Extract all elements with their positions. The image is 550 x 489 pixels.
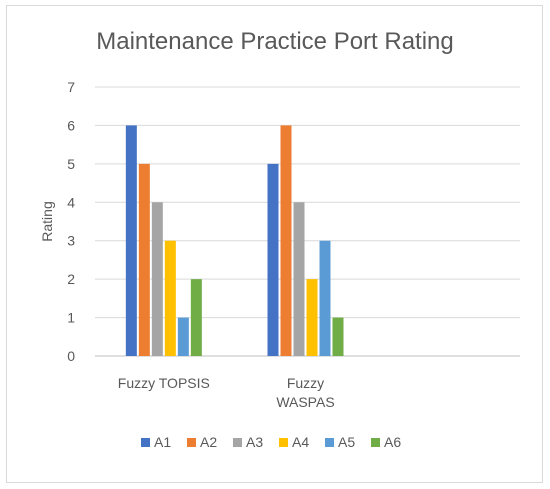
y-axis-label: Rating (39, 201, 55, 241)
bar-a2 (280, 125, 292, 356)
y-tick-label: 6 (67, 117, 75, 133)
bar-a5 (177, 317, 189, 356)
bar-a1 (267, 163, 279, 356)
bar-a3 (293, 202, 305, 356)
legend-swatch-a1 (141, 438, 150, 447)
bar-a5 (319, 240, 331, 356)
bar-a4 (164, 240, 176, 356)
legend-swatch-a5 (325, 438, 334, 447)
legend-label-a6: A6 (384, 434, 401, 450)
bar-a2 (138, 163, 150, 356)
legend-swatch-a3 (233, 438, 242, 447)
y-tick-label: 5 (67, 156, 75, 172)
bar-a6 (190, 279, 202, 356)
category-label: WASPAS (276, 394, 334, 410)
y-tick-label: 7 (67, 79, 75, 95)
legend-label-a2: A2 (200, 434, 217, 450)
y-tick-label: 2 (67, 271, 75, 287)
legend-label-a4: A4 (292, 434, 309, 450)
chart-title: Maintenance Practice Port Rating (96, 28, 454, 55)
legend-swatch-a6 (371, 438, 380, 447)
bar-a6 (332, 317, 344, 356)
y-tick-label: 1 (67, 310, 75, 326)
legend-label-a5: A5 (338, 434, 355, 450)
bar-a1 (125, 125, 137, 356)
legend-label-a1: A1 (154, 434, 171, 450)
legend-swatch-a4 (279, 438, 288, 447)
category-label: Fuzzy TOPSIS (118, 375, 210, 391)
y-tick-label: 4 (67, 194, 75, 210)
legend-label-a3: A3 (246, 434, 263, 450)
bar-a4 (306, 279, 318, 356)
category-label: Fuzzy (287, 375, 324, 391)
y-tick-label: 3 (67, 233, 75, 249)
bar-a3 (151, 202, 163, 356)
legend-swatch-a2 (187, 438, 196, 447)
y-tick-label: 0 (67, 348, 75, 364)
